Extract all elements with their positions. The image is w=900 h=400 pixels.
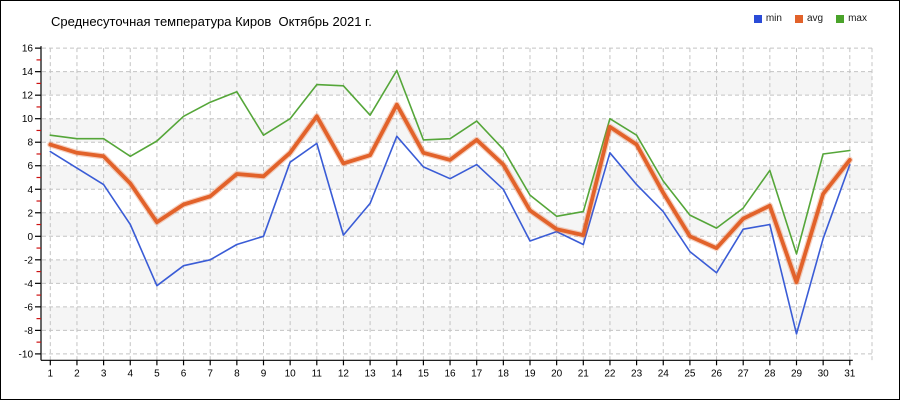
svg-text:23: 23 — [631, 368, 643, 379]
svg-text:6: 6 — [27, 161, 33, 172]
svg-text:6: 6 — [181, 368, 187, 379]
svg-text:13: 13 — [365, 368, 377, 379]
y-axis-ticks-labels: 16 14 12 10 8 6 4 2 0 -2 -4 -6 -8 -10 — [19, 44, 41, 360]
background-bands — [42, 71, 872, 331]
axes — [40, 46, 853, 361]
svg-text:12: 12 — [338, 368, 350, 379]
svg-text:10: 10 — [22, 114, 34, 125]
svg-text:30: 30 — [818, 368, 830, 379]
svg-text:0: 0 — [27, 232, 33, 243]
svg-text:4: 4 — [27, 185, 33, 196]
svg-text:10: 10 — [285, 368, 297, 379]
svg-text:25: 25 — [684, 368, 696, 379]
max-series-swatch-icon — [836, 14, 845, 23]
legend-item-max: max — [836, 13, 867, 24]
legend-label-avg: avg — [806, 13, 824, 24]
legend: min avg max — [753, 13, 867, 24]
svg-text:12: 12 — [22, 91, 34, 102]
svg-text:11: 11 — [312, 368, 323, 379]
series-lines — [47, 69, 853, 335]
svg-text:22: 22 — [604, 368, 616, 379]
svg-text:16: 16 — [444, 368, 456, 379]
legend-item-min: min — [753, 13, 782, 24]
avg-series-swatch-icon — [794, 14, 803, 23]
svg-text:29: 29 — [791, 368, 803, 379]
chart-title: Среднесуточная температура Киров Октябрь… — [51, 14, 372, 29]
svg-text:19: 19 — [524, 368, 536, 379]
svg-text:17: 17 — [471, 368, 483, 379]
max-line — [49, 69, 851, 255]
svg-text:16: 16 — [22, 44, 34, 55]
svg-text:-4: -4 — [24, 279, 33, 290]
svg-text:28: 28 — [764, 368, 776, 379]
svg-text:-10: -10 — [19, 349, 34, 360]
x-axis-ticks-labels: 1 2 3 4 5 6 7 8 9 10 11 12 13 14 15 16 17 18 19 20 21 22 23 24 2… — [48, 360, 856, 379]
svg-text:24: 24 — [658, 368, 670, 379]
svg-text:31: 31 — [844, 368, 856, 379]
svg-text:7: 7 — [207, 368, 213, 379]
min-series-swatch-icon — [753, 14, 762, 23]
svg-text:21: 21 — [578, 368, 590, 379]
min-line — [49, 135, 851, 335]
svg-text:-8: -8 — [24, 326, 33, 337]
avg-line — [48, 102, 852, 285]
svg-text:8: 8 — [234, 368, 240, 379]
svg-text:5: 5 — [154, 368, 160, 379]
svg-text:14: 14 — [22, 67, 34, 78]
legend-item-avg: avg — [794, 13, 824, 24]
legend-label-min: min — [765, 13, 782, 24]
legend-label-max: max — [848, 13, 867, 24]
svg-text:1: 1 — [48, 368, 54, 379]
svg-text:3: 3 — [101, 368, 107, 379]
svg-text:2: 2 — [27, 208, 33, 219]
svg-text:15: 15 — [418, 368, 430, 379]
svg-text:-2: -2 — [24, 255, 33, 266]
svg-text:18: 18 — [498, 368, 510, 379]
svg-text:4: 4 — [127, 368, 133, 379]
svg-text:20: 20 — [551, 368, 563, 379]
svg-text:14: 14 — [391, 368, 403, 379]
svg-text:27: 27 — [738, 368, 750, 379]
svg-text:-6: -6 — [24, 302, 33, 313]
svg-text:26: 26 — [711, 368, 723, 379]
svg-text:9: 9 — [261, 368, 267, 379]
svg-text:2: 2 — [74, 368, 80, 379]
svg-text:8: 8 — [27, 138, 33, 149]
